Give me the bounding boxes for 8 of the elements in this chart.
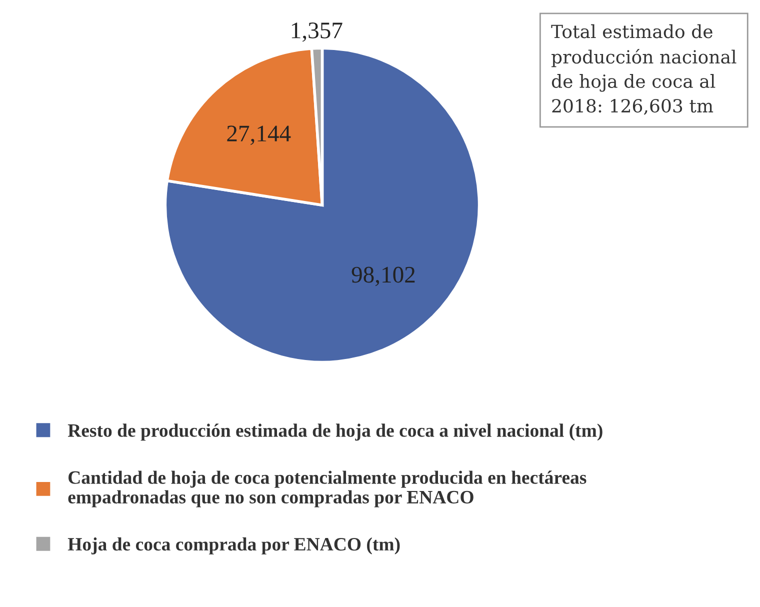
legend-label: Cantidad de hoja de coca potencialmente producida en hectáreas empadronadas que no son compradas por ENACO	[68, 470, 586, 508]
data-label: 98,102	[352, 266, 415, 286]
data-label: 1,357	[292, 22, 342, 42]
text: Total estimado de producción nacional de hoja de coca al 2018: 126,603 tm	[551, 24, 736, 115]
data-label: 27,144	[227, 126, 291, 145]
legend-label: Hoja de coca comprada por ENACO (tm)	[68, 537, 400, 554]
pie-slice	[164, 46, 481, 364]
legend-label: Resto de producción estimada de hoja de coca a nivel nacional (tm)	[68, 424, 602, 441]
